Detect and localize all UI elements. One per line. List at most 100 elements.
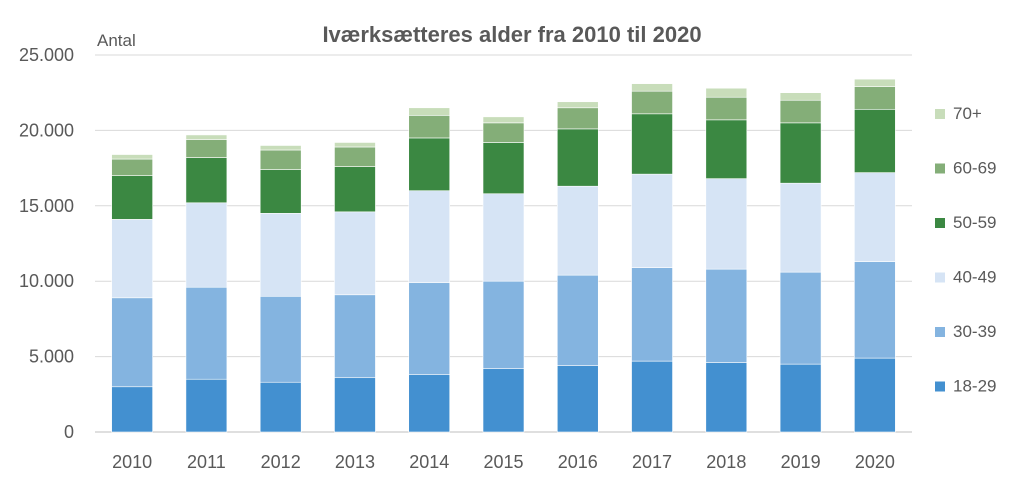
y-tick-label: 5.000 [29,347,74,367]
bar-segment-18-29-2016 [556,365,599,433]
bar-segment-30-39-2018 [705,268,748,363]
bar-segment-40-49-2011 [185,202,228,288]
legend-swatch-60-69 [935,163,945,174]
bar-segment-30-39-2011 [185,286,228,380]
y-tick-label: 10.000 [19,271,74,291]
bar-segment-40-49-2012 [259,213,302,297]
x-tick-label: 2012 [261,452,301,472]
legend-swatch-18-29 [935,381,945,392]
bar-segment-70+-2017 [631,83,673,92]
bar-segment-18-29-2018 [705,362,748,433]
bar-segment-30-39-2014 [408,282,451,375]
x-tick-label: 2020 [855,452,895,472]
bar-segment-70+-2019 [779,92,822,101]
bar-segment-30-39-2020 [854,261,896,359]
bar-segment-70+-2013 [334,142,376,148]
bar-segment-70+-2018 [705,87,748,98]
bar-segment-50-59-2011 [185,157,228,204]
x-axis: 2010 2011 2012 2013 2014 2015 2016 2017 2018 2019… [112,452,895,472]
bar-segment-70+-2014 [408,107,451,116]
bar-segment-40-49-2013 [334,211,376,296]
chart-title: Iværksætteres alder fra 2010 til 2020 [322,22,701,47]
x-tick-label: 2019 [781,452,821,472]
bar-segment-30-39-2015 [482,280,525,369]
bar-segment-50-59-2020 [854,108,896,173]
x-tick-label: 2015 [483,452,523,472]
bar-segment-18-29-2014 [408,374,451,433]
legend-swatch-30-39 [935,327,945,337]
x-tick-label: 2018 [706,452,746,472]
y-tick-label: 20.000 [19,120,74,140]
bar-segment-30-39-2019 [779,271,822,365]
bar-segment-60-69-2011 [185,139,228,158]
bar-segment-40-49-2017 [631,173,673,268]
bar-segment-60-69-2015 [482,122,525,143]
y-axis-label: Antal [97,31,136,50]
legend: 70+ 60-69 50-59 40-49 30-39 18-29 [935,104,996,396]
bar-segment-50-59-2010 [111,175,153,220]
bar-segment-40-49-2015 [482,193,525,282]
bar-segment-70+-2010 [111,154,153,160]
bar-segment-60-69-2018 [705,96,748,121]
bar-segment-60-69-2020 [854,86,896,110]
bar-segment-30-39-2010 [111,297,153,388]
legend-swatch-40-49 [935,272,945,283]
bar-segment-18-29-2015 [482,368,525,433]
bar-segment-70+-2011 [185,134,228,140]
bar-segment-60-69-2014 [408,115,451,139]
x-tick-label: 2014 [409,452,449,472]
bar-segment-50-59-2017 [631,113,673,175]
y-axis: 0 5.000 10.000 15.000 20.000 25.000 [19,45,74,442]
bar-segment-60-69-2012 [259,149,302,170]
bar-segment-40-49-2014 [408,190,451,284]
legend-label-60-69: 60-69 [953,159,996,178]
x-tick-label: 2010 [112,452,152,472]
bar-segment-60-69-2016 [556,107,599,130]
bar-segment-50-59-2012 [259,169,302,214]
bar-segment-18-29-2010 [111,386,153,433]
bar-segment-70+-2020 [854,78,896,87]
bar-segment-70+-2015 [482,116,525,124]
bar-segment-30-39-2012 [259,295,302,383]
bar-segment-30-39-2013 [334,294,376,379]
bar-segment-60-69-2013 [334,146,376,167]
bar-segment-18-29-2012 [259,381,302,433]
bars [111,78,896,433]
bar-segment-70+-2016 [556,101,599,109]
legend-swatch-50-59 [935,218,945,228]
bar-segment-30-39-2016 [556,274,599,366]
legend-label-40-49: 40-49 [953,268,996,287]
legend-label-30-39: 30-39 [953,322,996,341]
y-tick-label: 0 [64,422,74,442]
bar-segment-60-69-2010 [111,158,153,176]
bar-segment-50-59-2014 [408,137,451,192]
y-tick-label: 25.000 [19,45,74,65]
legend-swatch-70+ [935,109,945,119]
x-tick-label: 2011 [187,452,226,472]
bar-segment-40-49-2018 [705,178,748,270]
bar-segment-40-49-2016 [556,185,599,276]
bar-segment-18-29-2011 [185,378,228,433]
bar-segment-18-29-2017 [631,360,673,433]
bar-segment-40-49-2020 [854,172,896,262]
bar-segment-50-59-2016 [556,128,599,187]
bar-segment-50-59-2019 [779,122,822,184]
bar-segment-18-29-2013 [334,377,376,433]
bar-segment-30-39-2017 [631,267,673,362]
bar-segment-40-49-2019 [779,182,822,273]
bar-segment-60-69-2019 [779,99,822,124]
y-tick-label: 15.000 [19,196,74,216]
bar-segment-50-59-2018 [705,119,748,179]
bar-segment-50-59-2015 [482,142,525,195]
x-tick-label: 2016 [558,452,598,472]
bar-segment-60-69-2017 [631,90,673,115]
bar-segment-50-59-2013 [334,166,376,213]
legend-label-50-59: 50-59 [953,213,996,232]
bar-segment-40-49-2010 [111,219,153,299]
legend-label-70+: 70+ [953,104,982,123]
x-tick-label: 2013 [335,452,375,472]
bar-segment-18-29-2019 [779,363,822,433]
legend-label-18-29: 18-29 [953,377,996,396]
bar-segment-70+-2012 [259,145,302,151]
